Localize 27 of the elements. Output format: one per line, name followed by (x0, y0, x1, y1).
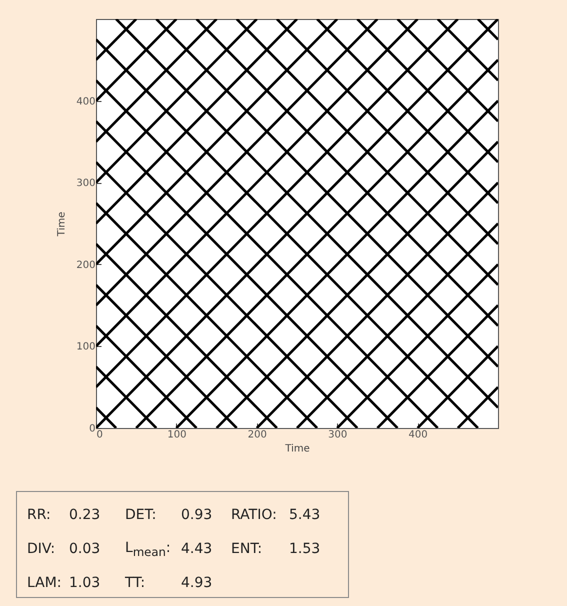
text: 0.23 (69, 507, 102, 523)
text: DIV: (27, 541, 56, 557)
text: TT: (125, 575, 146, 591)
text: 5.43 (289, 507, 322, 523)
x-tick-label: 0 (96, 430, 103, 440)
text: RATIO: (231, 507, 278, 523)
x-tick-label: 200 (248, 430, 267, 440)
y-tick-label: 300 (76, 178, 96, 190)
text: 1.53 (289, 541, 322, 557)
x-tick-label: 300 (328, 430, 348, 440)
text: ENT: (231, 541, 264, 557)
y-tick-label: 100 (76, 342, 96, 353)
text: 4.43 (181, 541, 214, 557)
text: RR: (27, 507, 52, 523)
text: 0.93 (181, 507, 214, 523)
text: DET: (125, 507, 158, 523)
text: 1.03 (69, 575, 102, 591)
x-axis-title: Time (284, 444, 310, 454)
y-axis-title: Time (56, 212, 68, 238)
y-tick-label: 400 (76, 96, 96, 108)
text: 0.03 (69, 541, 102, 557)
x-tick-label: 100 (167, 430, 186, 440)
x-tick-label: 400 (408, 430, 428, 440)
text: LAM: (27, 575, 62, 591)
text: 4.93 (181, 575, 214, 591)
text: L$_{mean}$: (125, 540, 172, 558)
y-tick-label: 200 (76, 260, 96, 271)
